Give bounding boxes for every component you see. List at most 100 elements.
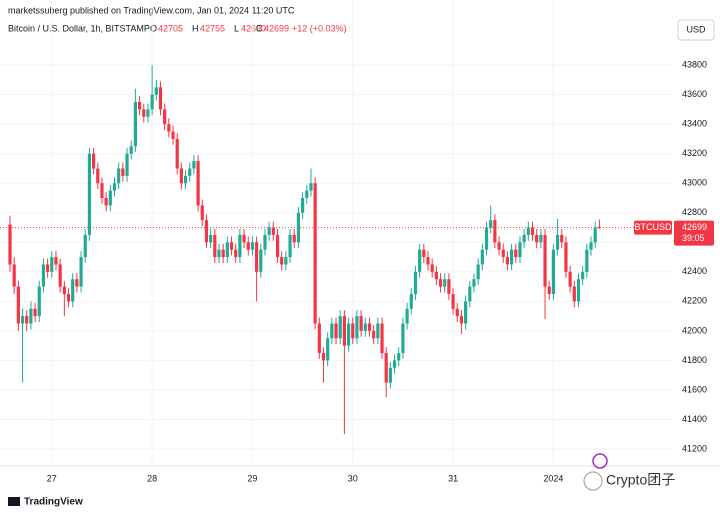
- candle-body: [104, 198, 108, 206]
- candle-body: [196, 161, 200, 206]
- candle-body: [100, 183, 104, 199]
- candle-body: [413, 271, 418, 294]
- candle-body: [547, 286, 551, 294]
- candle-body: [346, 323, 351, 346]
- candle-body: [342, 316, 346, 346]
- candle-body: [551, 249, 555, 294]
- candle-body: [255, 242, 259, 272]
- candle-body: [167, 124, 171, 132]
- candle-body: [430, 264, 434, 272]
- candle-body: [121, 168, 125, 176]
- candle-body: [497, 242, 501, 250]
- candle-body: [355, 316, 359, 339]
- candle-body: [555, 234, 560, 250]
- candle-body: [476, 264, 480, 280]
- candle-body: [188, 168, 192, 176]
- candle-body: [426, 257, 430, 265]
- candle-body: [464, 301, 468, 324]
- candle-body: [572, 286, 576, 302]
- candle-body: [367, 323, 372, 331]
- candle-body: [259, 249, 263, 272]
- candle-body: [526, 227, 530, 235]
- candle-body: [225, 242, 229, 258]
- candle-body: [125, 153, 129, 176]
- candle-body: [221, 249, 225, 258]
- candle-body: [108, 190, 112, 206]
- candle-body: [292, 234, 296, 243]
- candle-body: [472, 279, 476, 287]
- candle-body: [20, 316, 25, 324]
- y-tick-label: 43400: [682, 119, 707, 129]
- candle-body: [376, 323, 380, 339]
- watermark-icon: [592, 453, 608, 469]
- candle-body: [92, 153, 96, 169]
- candle-body: [146, 109, 150, 117]
- ohlc-value: 42699: [264, 23, 289, 33]
- ohlc-value: 42755: [200, 23, 225, 33]
- candle-body: [87, 153, 92, 235]
- candle-body: [401, 323, 405, 354]
- candle-body: [234, 249, 238, 258]
- candle-body: [363, 323, 367, 331]
- y-tick-label: 41200: [682, 443, 707, 453]
- candle-body: [330, 323, 334, 339]
- candle-body: [246, 242, 250, 250]
- candle-body: [564, 242, 568, 272]
- candle-body: [388, 367, 392, 383]
- y-tick-label: 43000: [682, 178, 707, 188]
- price-tag-countdown: 39:05: [682, 233, 705, 243]
- x-tick-label: 27: [47, 473, 57, 483]
- candle-body: [137, 102, 142, 110]
- x-tick-label: 2024: [543, 473, 563, 483]
- candle-body: [158, 87, 163, 110]
- y-tick-label: 43600: [682, 89, 707, 99]
- candle-body: [455, 308, 459, 317]
- y-tick-label: 42200: [682, 296, 707, 306]
- candle-body: [175, 138, 179, 169]
- candle-body: [54, 257, 58, 265]
- y-tick-label: 42000: [682, 325, 707, 335]
- y-tick-label: 41400: [682, 414, 707, 424]
- chart-title: Bitcoin / U.S. Dollar, 1h, BITSTAMP: [8, 23, 150, 33]
- candle-body: [313, 183, 317, 324]
- candle-body: [422, 249, 426, 258]
- candle-body: [305, 190, 309, 199]
- candle-body: [209, 234, 213, 243]
- x-tick-label: 31: [448, 473, 458, 483]
- candle-body: [154, 87, 158, 95]
- candle-body: [543, 234, 547, 287]
- candle-body: [359, 316, 363, 331]
- y-tick-label: 41600: [682, 384, 707, 394]
- x-tick-label: 30: [348, 473, 358, 483]
- candle-body: [530, 227, 535, 235]
- candle-body: [326, 338, 330, 361]
- watermark-badge: [583, 471, 603, 491]
- candle-body: [229, 242, 234, 250]
- candle-body: [142, 109, 146, 117]
- candle-body: [213, 234, 217, 258]
- candle-body: [597, 226, 601, 228]
- candle-body: [392, 360, 397, 368]
- candle-body: [338, 316, 342, 339]
- candle-body: [501, 249, 505, 258]
- currency[interactable]: USD: [686, 24, 706, 34]
- candle-body: [37, 286, 41, 317]
- candle-body: [334, 323, 338, 339]
- symbol-tag: [634, 220, 672, 235]
- price-tag-value: 42699: [682, 222, 707, 232]
- currency-button[interactable]: [677, 19, 715, 41]
- ohlc-value: 42705: [158, 23, 183, 33]
- candle-body: [451, 293, 455, 309]
- ohlc-value: 42690: [241, 23, 266, 33]
- candle-body: [179, 168, 183, 184]
- x-tick-label: 29: [247, 473, 257, 483]
- candle-body: [242, 234, 246, 243]
- candle-body: [96, 168, 100, 184]
- candle-body: [514, 249, 518, 258]
- y-tick-label: 42400: [682, 266, 707, 276]
- candle-body: [183, 175, 188, 184]
- candle-body: [589, 242, 593, 250]
- candle-body: [267, 227, 271, 235]
- candle-body: [66, 293, 71, 302]
